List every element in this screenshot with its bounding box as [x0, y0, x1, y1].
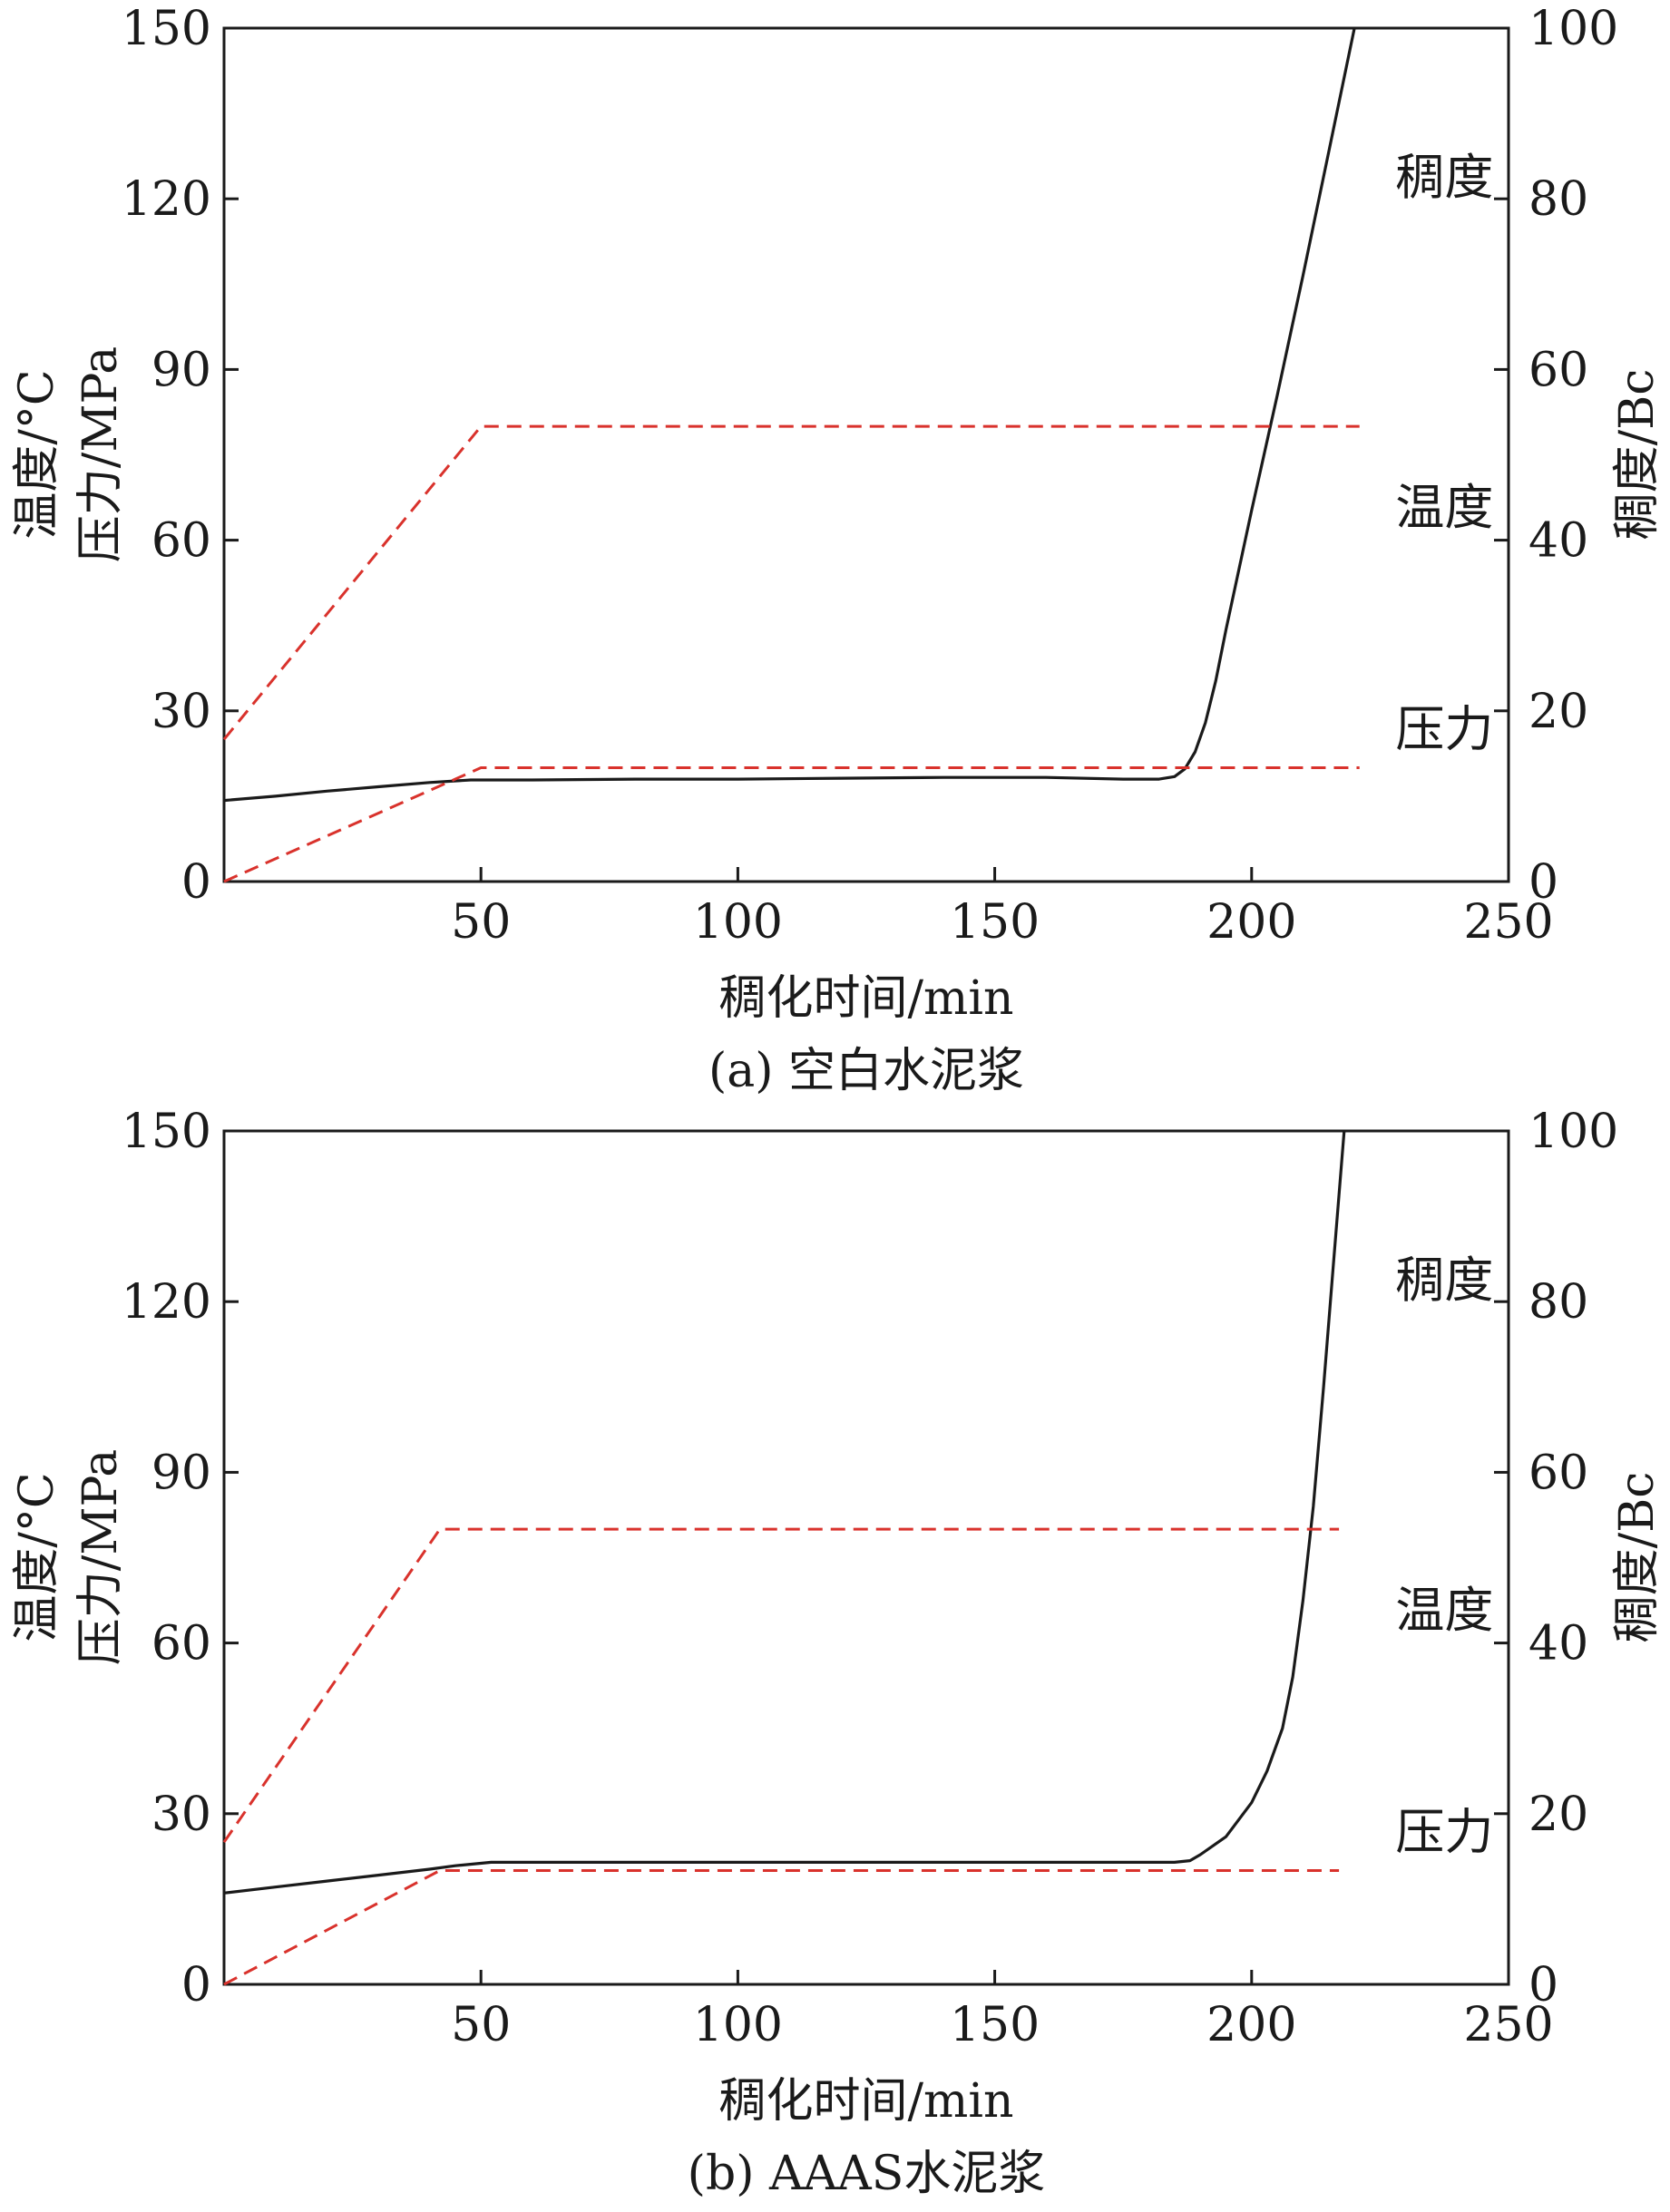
panel-caption: (a) 空白水泥浆	[708, 1044, 1024, 1098]
x-tick-label: 150	[950, 895, 1040, 950]
y-left-tick-label: 120	[122, 172, 211, 227]
y-right-tick-label: 100	[1528, 1105, 1618, 1159]
series-line-temperature	[222, 424, 1360, 741]
y-left-tick-label: 60	[151, 514, 211, 569]
annotation-temperature: 温度	[1395, 1582, 1493, 1639]
y-right-title: 稠度/Bc	[1610, 369, 1665, 541]
panel-b: 0 30 60 90 120 150 0 20 40 60 80 100 50 100 150 200 25…	[10, 1105, 1665, 2201]
y-left-title-pressure: 压力/MPa	[73, 1449, 128, 1665]
x-ticks: 50 100 150 200 250	[451, 867, 1554, 950]
y-right-tick-label: 0	[1528, 855, 1558, 910]
y-right-tick-label: 100	[1528, 2, 1618, 56]
y-right-tick-label: 40	[1528, 1617, 1588, 1671]
y-left-title-temperature: 温度/°C	[10, 369, 64, 539]
plot-frame	[222, 26, 1510, 883]
x-tick-label: 100	[693, 895, 783, 950]
series-line-pressure	[223, 1869, 1340, 1986]
y-right-ticks: 0 20 40 60 80 100	[1494, 2, 1618, 910]
y-right-tick-label: 0	[1528, 1958, 1558, 2012]
x-tick-label: 250	[1463, 1998, 1553, 2052]
y-left-tick-label: 30	[151, 685, 211, 739]
y-left-tick-label: 90	[151, 1446, 211, 1500]
y-right-ticks: 0 20 40 60 80 100	[1494, 1105, 1618, 2012]
x-tick-label: 200	[1206, 1998, 1296, 2052]
x-axis-title: 稠化时间/min	[719, 2074, 1014, 2129]
series-line-pressure	[223, 766, 1360, 883]
y-left-tick-label: 30	[151, 1788, 211, 1842]
panel-b-lines	[222, 1130, 1346, 1986]
annotation-consistency: 稠度	[1395, 149, 1493, 206]
series-line-consistency	[223, 27, 1356, 803]
y-left-tick-label: 0	[181, 1958, 211, 2012]
plot-frame	[222, 1129, 1510, 1986]
y-left-ticks: 0 30 60 90 120 150	[122, 2, 239, 910]
series-line-consistency	[223, 1130, 1346, 1895]
annotation-pressure: 压力	[1395, 701, 1493, 758]
x-tick-label: 200	[1206, 895, 1296, 950]
annotation-temperature: 温度	[1395, 479, 1493, 536]
y-left-title-temperature: 温度/°C	[10, 1472, 64, 1642]
y-right-tick-label: 20	[1528, 685, 1588, 739]
annotation-consistency: 稠度	[1395, 1252, 1493, 1309]
x-axis-title: 稠化时间/min	[719, 971, 1014, 1026]
y-left-tick-label: 60	[151, 1617, 211, 1671]
y-right-tick-label: 80	[1528, 1275, 1588, 1330]
y-left-ticks: 0 30 60 90 120 150	[122, 1105, 239, 2012]
panel-caption: (b) AAAS水泥浆	[688, 2147, 1046, 2201]
y-left-tick-label: 120	[122, 1275, 211, 1330]
y-left-tick-label: 150	[122, 1105, 211, 1159]
series-line-temperature	[222, 1527, 1340, 1844]
x-ticks: 50 100 150 200 250	[451, 1970, 1554, 2052]
y-right-tick-label: 20	[1528, 1788, 1588, 1842]
y-right-tick-label: 60	[1528, 1446, 1588, 1500]
x-tick-label: 150	[950, 1998, 1040, 2052]
y-left-tick-label: 0	[181, 855, 211, 910]
panel-a: 0 30 60 90 120 150 0 20 40 60 80 100 50 100 150 200 25…	[10, 2, 1665, 1098]
y-left-tick-label: 90	[151, 343, 211, 397]
y-left-tick-label: 150	[122, 2, 211, 56]
x-tick-label: 100	[693, 1998, 783, 2052]
y-right-tick-label: 40	[1528, 514, 1588, 569]
panel-a-lines	[222, 27, 1360, 883]
y-left-title-pressure: 压力/MPa	[73, 346, 128, 562]
annotation-pressure: 压力	[1395, 1804, 1493, 1861]
x-tick-label: 50	[451, 895, 511, 950]
y-right-tick-label: 60	[1528, 343, 1588, 397]
x-tick-label: 250	[1463, 895, 1553, 950]
y-right-tick-label: 80	[1528, 172, 1588, 227]
x-tick-label: 50	[451, 1998, 511, 2052]
y-right-title: 稠度/Bc	[1610, 1472, 1665, 1643]
